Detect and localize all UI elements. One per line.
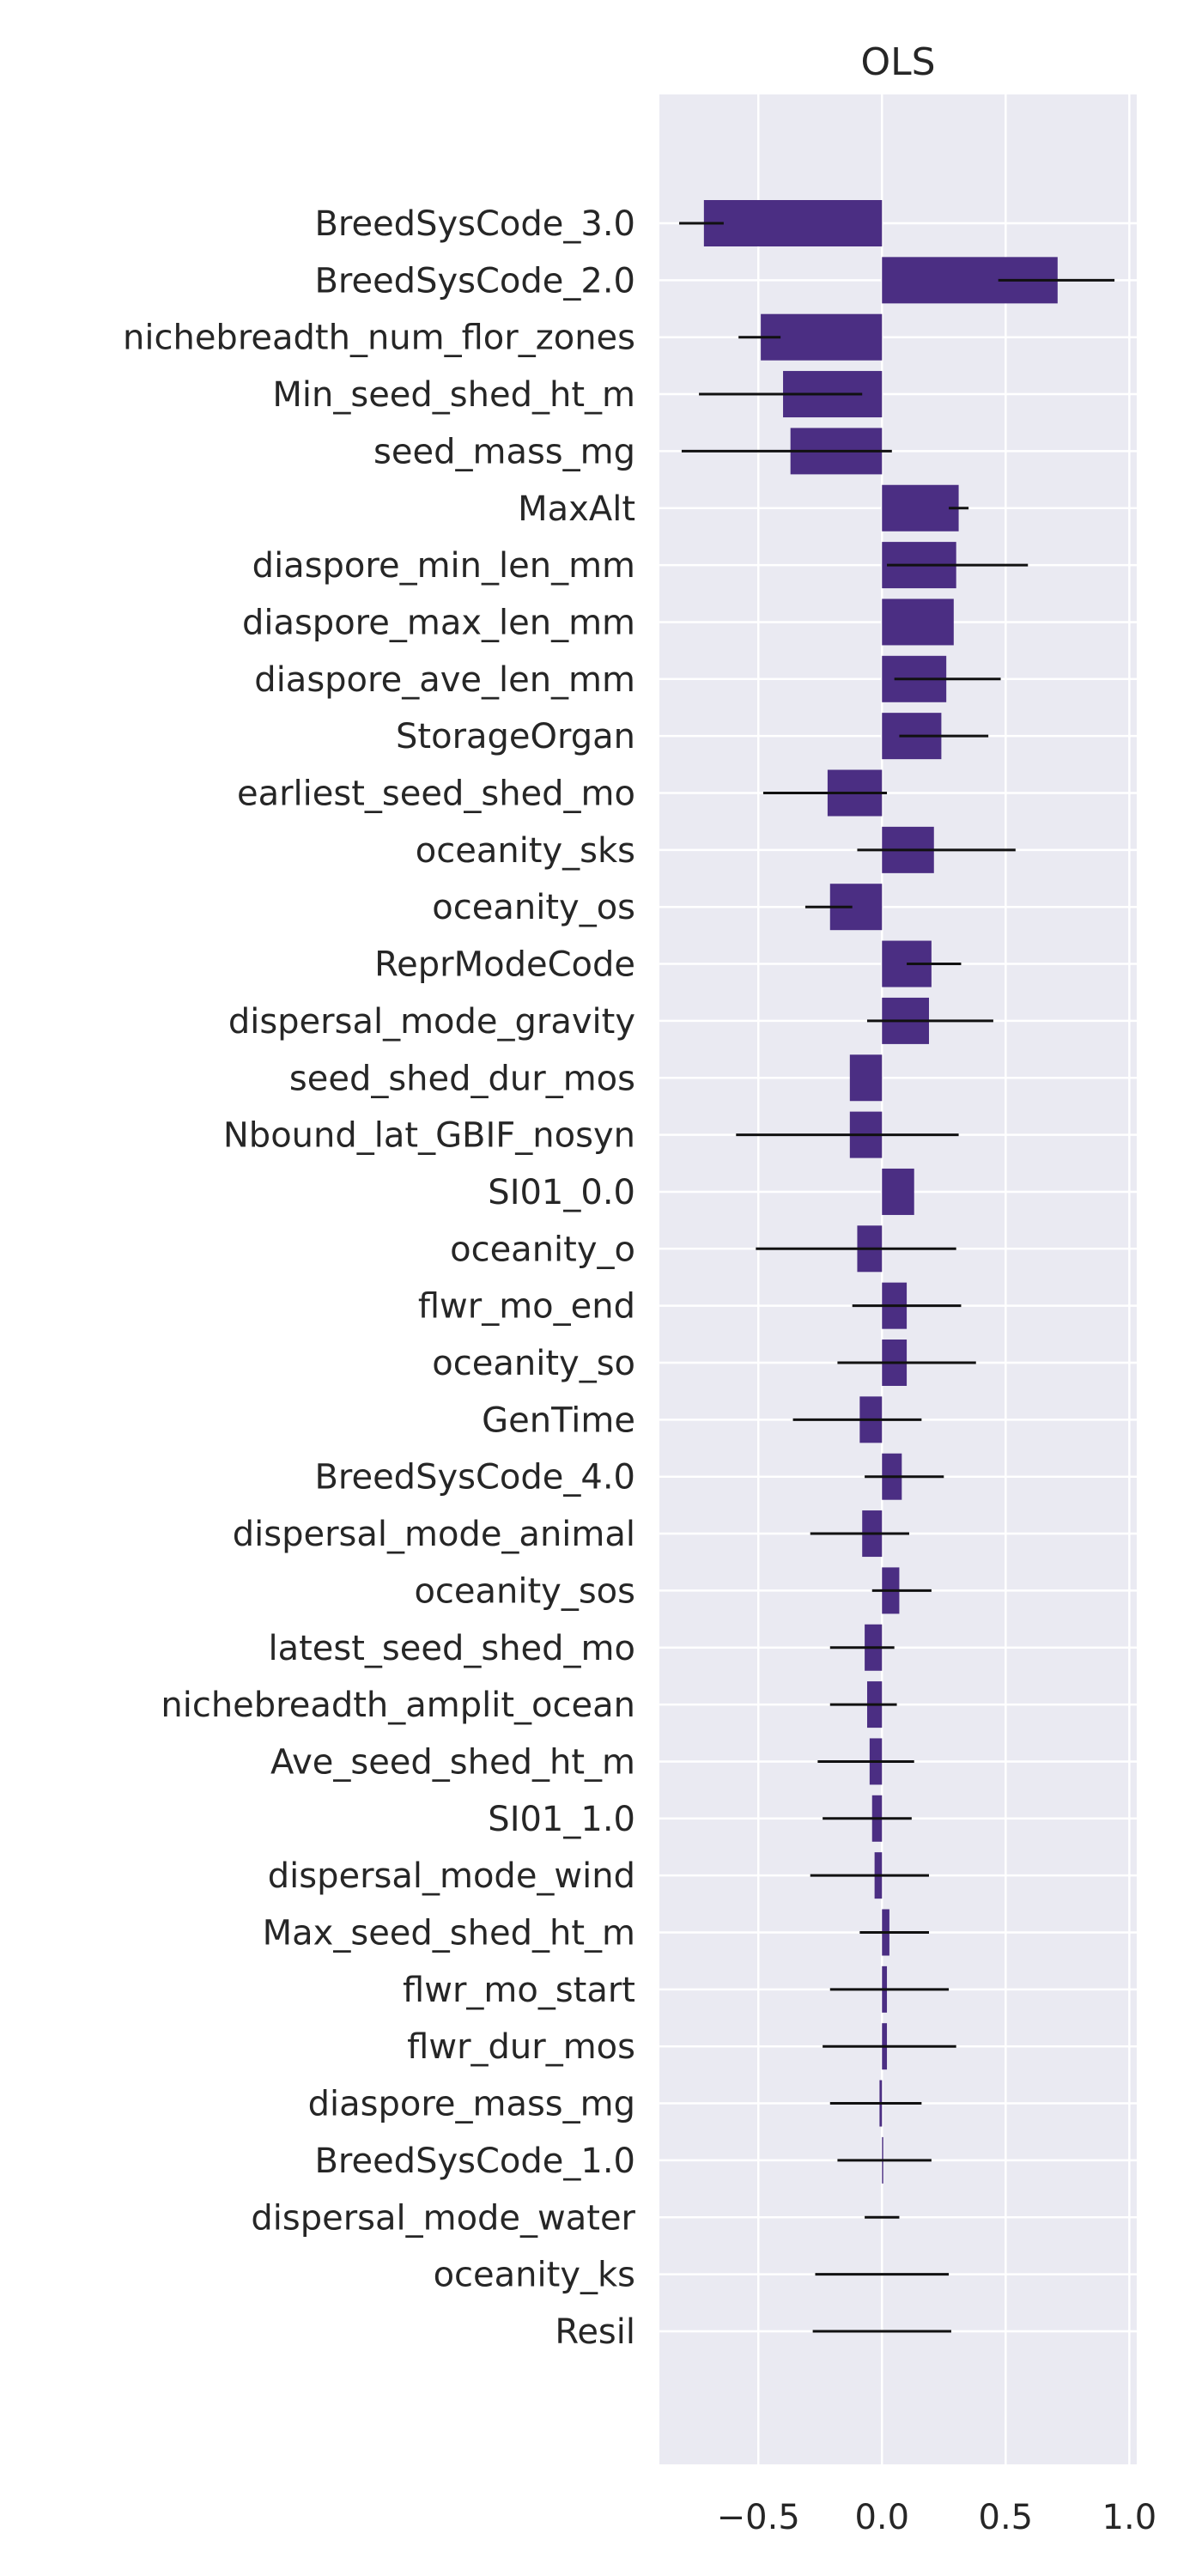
category-label: latest_seed_shed_mo xyxy=(268,1629,635,1668)
category-label: oceanity_o xyxy=(450,1230,635,1269)
bar xyxy=(882,484,959,532)
category-label: diaspore_min_len_mm xyxy=(252,546,635,586)
category-label: dispersal_mode_gravity xyxy=(228,1002,635,1042)
x-tick-label: −0.5 xyxy=(717,2498,800,2537)
category-label: seed_shed_dur_mos xyxy=(289,1059,635,1098)
category-labels: BreedSysCode_3.0 BreedSysCode_2.0 nichebre… xyxy=(123,204,636,2352)
category-label: flwr_mo_start xyxy=(403,1971,635,2010)
category-label: Min_seed_shed_ht_m xyxy=(272,375,635,415)
category-label: ReprModeCode xyxy=(374,945,635,985)
error-bars xyxy=(679,222,1115,2333)
category-label: oceanity_ks xyxy=(434,2256,635,2295)
category-label: SI01_1.0 xyxy=(488,1800,635,1839)
category-label: StorageOrgan xyxy=(396,717,635,756)
category-label: diaspore_max_len_mm xyxy=(242,603,635,642)
category-label: dispersal_mode_water xyxy=(251,2198,635,2238)
category-label: oceanity_so xyxy=(432,1344,635,1383)
category-label: MaxAlt xyxy=(518,489,635,529)
category-label: SI01_0.0 xyxy=(488,1173,635,1212)
category-label: dispersal_mode_animal xyxy=(233,1515,635,1554)
category-label: BreedSysCode_2.0 xyxy=(314,261,635,301)
category-label: flwr_dur_mos xyxy=(407,2027,635,2067)
category-label: diaspore_ave_len_mm xyxy=(254,660,635,700)
category-label: oceanity_os xyxy=(432,888,635,927)
bar xyxy=(849,1054,883,1102)
x-tick-labels: −0.5 0.0 0.5 1.0 xyxy=(717,2498,1157,2537)
bar xyxy=(882,598,954,646)
category-label: nichebreadth_num_flor_zones xyxy=(123,319,635,358)
category-label: BreedSysCode_4.0 xyxy=(314,1458,635,1498)
category-label: Nbound_lat_GBIF_nosyn xyxy=(223,1116,635,1156)
category-label: BreedSysCode_1.0 xyxy=(314,2142,635,2181)
category-label: Resil xyxy=(555,2312,635,2352)
x-tick-label: 0.5 xyxy=(979,2498,1034,2537)
bar xyxy=(882,1168,914,1215)
category-label: diaspore_mass_mg xyxy=(308,2085,635,2124)
chart-title: OLS xyxy=(860,40,935,84)
category-label: GenTime xyxy=(482,1400,635,1440)
category-label: flwr_mo_end xyxy=(418,1287,635,1327)
x-tick-label: 0.0 xyxy=(854,2498,909,2537)
x-tick-label: 1.0 xyxy=(1102,2498,1157,2537)
category-label: oceanity_sos xyxy=(414,1571,635,1611)
category-label: Max_seed_shed_ht_m xyxy=(263,1914,635,1953)
bar xyxy=(703,200,883,246)
bar xyxy=(761,313,883,361)
category-label: earliest_seed_shed_mo xyxy=(237,775,635,814)
category-label: nichebreadth_amplit_ocean xyxy=(161,1686,635,1725)
category-label: dispersal_mode_wind xyxy=(268,1856,635,1896)
category-label: Ave_seed_shed_ht_m xyxy=(270,1742,635,1782)
category-label: BreedSysCode_3.0 xyxy=(314,204,635,244)
category-label: oceanity_sks xyxy=(416,831,635,871)
category-label: seed_mass_mg xyxy=(373,432,635,471)
